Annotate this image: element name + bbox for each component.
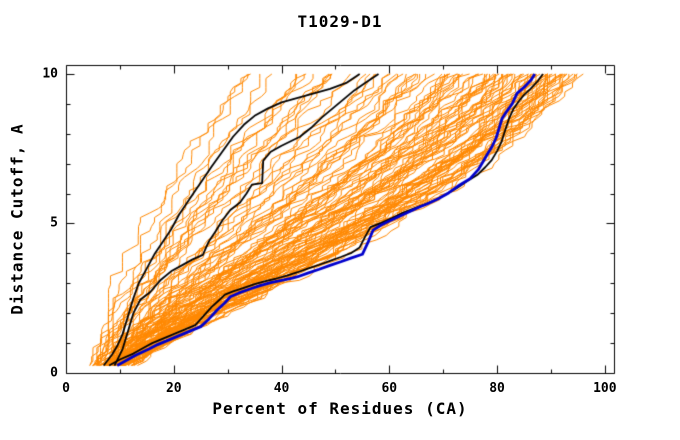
y-tick-label: 0 — [50, 365, 58, 381]
x-axis-label: Percent of Residues (CA) — [212, 399, 468, 418]
x-tick-label: 20 — [165, 381, 182, 396]
x-tick-label: 100 — [593, 381, 617, 396]
x-tick-label: 80 — [489, 381, 505, 396]
x-tick-label: 60 — [381, 381, 398, 396]
x-tick-label: 0 — [62, 381, 70, 396]
plot-title: T1029-D1 — [297, 12, 383, 31]
y-tick-label: 10 — [42, 66, 58, 82]
x-tick-label: 40 — [273, 381, 290, 396]
y-tick-label: 5 — [50, 215, 58, 231]
